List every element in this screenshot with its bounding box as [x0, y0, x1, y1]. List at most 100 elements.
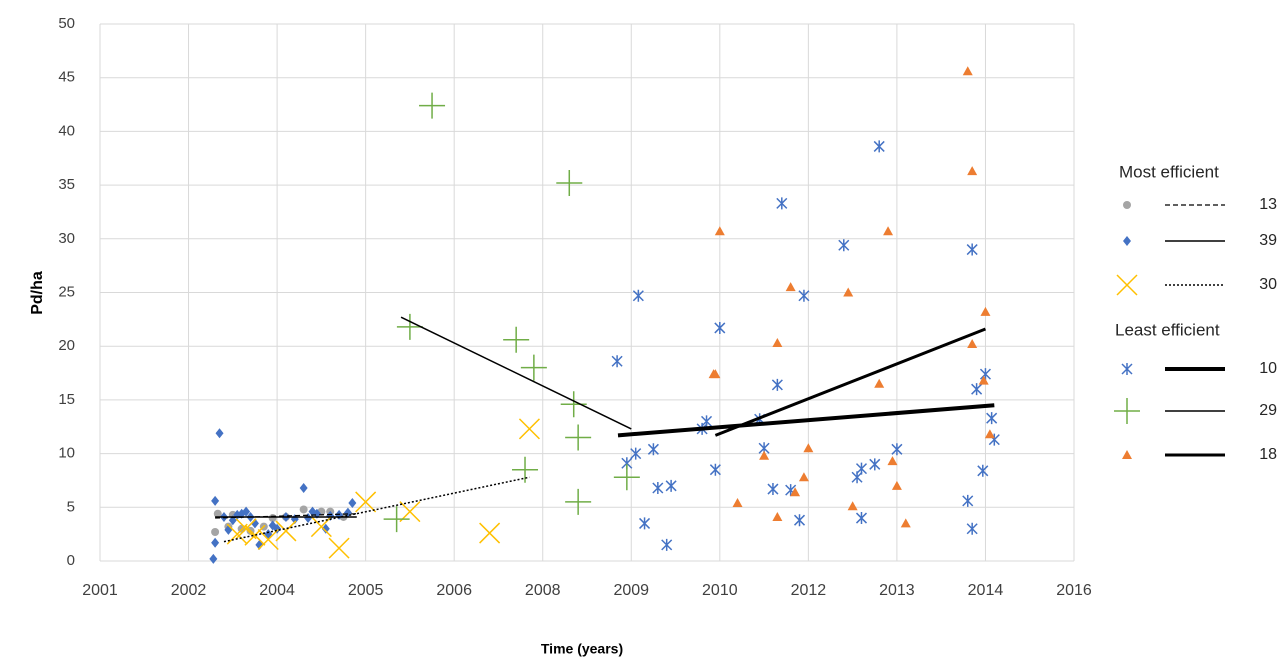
- legend-marker: [1114, 398, 1140, 424]
- x-tick-label: 2005: [348, 582, 384, 599]
- marker: [873, 140, 885, 153]
- marker: [611, 355, 623, 368]
- marker: [518, 418, 540, 440]
- x-tick-label: 2006: [436, 582, 472, 599]
- marker: [355, 491, 377, 513]
- y-tick-label: 0: [67, 552, 75, 569]
- x-tick-label: 2016: [1056, 582, 1092, 599]
- marker: [321, 523, 330, 534]
- marker: [843, 287, 854, 297]
- marker: [790, 487, 801, 497]
- y-tick-label: 25: [58, 283, 75, 300]
- x-axis-label: Time (years): [541, 641, 623, 657]
- y-tick-label: 15: [58, 391, 75, 408]
- marker: [512, 456, 539, 483]
- legend-marker: [1123, 236, 1131, 246]
- marker: [874, 378, 885, 388]
- marker: [479, 522, 501, 544]
- marker: [771, 378, 783, 391]
- marker: [798, 289, 810, 302]
- marker: [710, 369, 721, 379]
- marker: [503, 326, 530, 353]
- marker: [966, 522, 978, 535]
- marker: [984, 429, 995, 439]
- marker: [560, 391, 587, 418]
- marker: [967, 166, 978, 176]
- marker: [962, 494, 974, 507]
- legend-marker: [1116, 274, 1138, 296]
- marker: [887, 456, 898, 466]
- x-tick-label: 2001: [82, 582, 118, 599]
- trend-line: [400, 316, 632, 430]
- y-tick-label: 50: [58, 15, 75, 32]
- marker: [900, 518, 911, 528]
- marker: [211, 495, 220, 506]
- marker: [962, 66, 973, 76]
- trend-line: [223, 476, 530, 543]
- y-tick-label: 5: [67, 498, 75, 515]
- y-tick-label: 45: [58, 69, 75, 86]
- marker: [986, 412, 998, 425]
- trend-line: [714, 327, 987, 437]
- marker: [242, 506, 251, 517]
- legend-title: Least efficient: [1115, 320, 1220, 339]
- marker: [326, 510, 335, 521]
- legend-marker: [1121, 363, 1133, 375]
- marker: [732, 498, 743, 508]
- y-tick-label: 30: [58, 230, 75, 247]
- marker: [767, 483, 779, 496]
- marker: [971, 383, 983, 396]
- marker: [310, 516, 332, 538]
- legend-label: 18: [1259, 446, 1277, 463]
- legend-label: 13: [1259, 196, 1277, 213]
- marker: [891, 480, 902, 490]
- marker: [803, 443, 814, 453]
- marker: [652, 481, 664, 494]
- marker: [613, 464, 640, 491]
- y-tick-label: 20: [58, 337, 75, 354]
- marker: [701, 415, 713, 428]
- x-tick-label: 2010: [702, 582, 738, 599]
- x-tick-label: 2002: [171, 582, 207, 599]
- marker: [855, 512, 868, 525]
- marker: [891, 443, 903, 456]
- marker: [299, 482, 308, 493]
- marker: [565, 424, 592, 451]
- marker: [632, 289, 644, 302]
- x-tick-label: 2014: [968, 582, 1004, 599]
- marker: [383, 506, 410, 533]
- legend-label: 10: [1259, 360, 1277, 377]
- trend-line: [617, 403, 995, 438]
- marker: [967, 339, 978, 349]
- legend-marker: [1123, 201, 1131, 209]
- marker: [798, 472, 809, 482]
- marker: [630, 447, 642, 460]
- legend-title: Most efficient: [1119, 162, 1219, 181]
- marker: [211, 528, 220, 537]
- legend-marker: [1122, 450, 1132, 459]
- legend-label: 39: [1259, 232, 1277, 249]
- marker: [978, 375, 989, 385]
- y-tick-label: 40: [58, 122, 75, 139]
- marker: [209, 553, 218, 564]
- y-axis-label: Pd/ha: [29, 271, 46, 315]
- marker: [714, 321, 726, 334]
- marker: [759, 450, 770, 460]
- x-tick-label: 2012: [791, 582, 827, 599]
- marker: [977, 464, 989, 477]
- x-tick-label: 2004: [259, 582, 295, 599]
- marker: [244, 524, 266, 546]
- marker: [348, 498, 357, 509]
- marker: [396, 313, 423, 340]
- marker: [215, 428, 224, 439]
- x-tick-label: 2013: [879, 582, 915, 599]
- marker: [793, 514, 806, 527]
- marker: [520, 354, 547, 381]
- marker: [855, 462, 868, 475]
- legend-label: 30: [1259, 276, 1277, 293]
- marker: [647, 443, 659, 456]
- marker: [565, 488, 592, 515]
- marker: [776, 197, 788, 210]
- marker: [772, 337, 783, 347]
